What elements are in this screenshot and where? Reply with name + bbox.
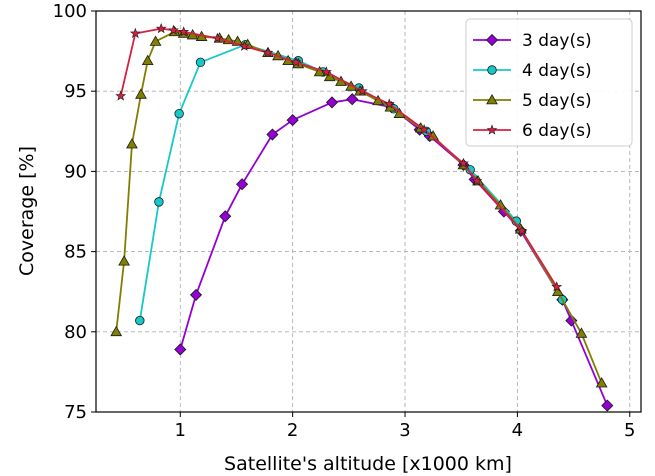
legend-marker bbox=[486, 124, 498, 135]
legend-box bbox=[465, 18, 633, 147]
legend-marker bbox=[486, 93, 498, 105]
series-4 bbox=[115, 22, 563, 292]
data-point bbox=[168, 24, 179, 35]
y-axis-label: Coverage [%] bbox=[16, 146, 38, 276]
data-point bbox=[516, 225, 528, 236]
data-point bbox=[211, 32, 223, 43]
data-point bbox=[178, 26, 190, 37]
data-point bbox=[219, 210, 232, 223]
y-tick-label: 75 bbox=[64, 402, 87, 423]
data-point bbox=[266, 128, 279, 141]
data-point bbox=[174, 108, 184, 119]
data-point bbox=[195, 57, 206, 68]
data-point bbox=[149, 35, 162, 46]
data-point bbox=[236, 178, 249, 191]
x-tick-label: 1 bbox=[175, 420, 186, 441]
x-tick-label: 3 bbox=[399, 420, 410, 441]
y-tick-label: 85 bbox=[64, 242, 87, 263]
y-tick-label: 100 bbox=[53, 1, 87, 22]
data-point bbox=[135, 315, 145, 326]
data-point bbox=[115, 90, 127, 101]
y-tick-label: 80 bbox=[64, 322, 87, 343]
data-point bbox=[155, 22, 167, 34]
data-point bbox=[565, 314, 578, 327]
data-point bbox=[575, 327, 588, 338]
data-point bbox=[290, 56, 302, 67]
data-point bbox=[551, 285, 564, 297]
data-point bbox=[135, 88, 147, 99]
legend-label: 6 day(s) bbox=[522, 121, 592, 141]
data-point bbox=[458, 157, 469, 168]
y-tick-label: 95 bbox=[64, 81, 87, 102]
legend-marker bbox=[485, 33, 499, 47]
data-point bbox=[346, 93, 359, 106]
legend-label: 5 day(s) bbox=[522, 91, 592, 111]
data-point bbox=[118, 255, 130, 266]
x-tick-label: 2 bbox=[287, 420, 298, 441]
data-point bbox=[110, 325, 123, 337]
data-point bbox=[189, 288, 203, 301]
data-point bbox=[320, 66, 332, 77]
data-point bbox=[286, 114, 299, 127]
data-point bbox=[383, 98, 395, 109]
x-axis: 1 2 3 4 5 bbox=[175, 412, 635, 441]
data-point bbox=[418, 124, 430, 135]
data-point bbox=[262, 47, 274, 58]
data-point bbox=[238, 40, 250, 51]
data-point bbox=[551, 281, 563, 292]
data-point bbox=[325, 96, 339, 109]
legend-label: 4 day(s) bbox=[522, 61, 592, 81]
y-tick-label: 90 bbox=[64, 161, 87, 182]
data-point bbox=[126, 138, 138, 149]
data-point bbox=[141, 54, 154, 66]
x-tick-label: 5 bbox=[624, 420, 635, 441]
data-point bbox=[129, 27, 141, 39]
data-point bbox=[174, 343, 187, 356]
legend-label: 3 day(s) bbox=[522, 31, 592, 51]
data-point bbox=[595, 377, 608, 388]
y-axis: 75 80 85 90 95 100 bbox=[53, 1, 96, 423]
data-point bbox=[154, 197, 164, 207]
series-layer bbox=[110, 22, 614, 412]
plot-frame bbox=[95, 10, 642, 413]
x-tick-label: 4 bbox=[512, 420, 523, 441]
data-point bbox=[471, 175, 483, 186]
legend: 3 day(s) 4 day(s) 5 day(s) 6 day(s) bbox=[465, 18, 633, 147]
data-point bbox=[356, 85, 368, 96]
legend-marker bbox=[487, 65, 497, 75]
data-point bbox=[601, 399, 614, 412]
x-axis-label: Satellite's altitude [x1000 km] bbox=[224, 453, 512, 475]
